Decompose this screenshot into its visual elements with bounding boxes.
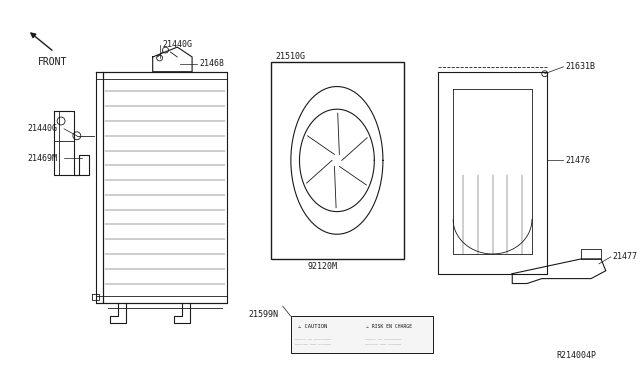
Text: 21440G: 21440G — [163, 40, 193, 49]
Text: 21468: 21468 — [199, 60, 224, 68]
Text: 21476: 21476 — [566, 156, 591, 165]
Text: _____ __ ________
______ ___ ______: _____ __ ________ ______ ___ ______ — [365, 336, 401, 344]
Bar — [271, 62, 404, 259]
Text: 21477: 21477 — [612, 253, 637, 262]
Text: _____ __ ________
______ ___ ______: _____ __ ________ ______ ___ ______ — [294, 336, 331, 344]
Text: R214004P: R214004P — [557, 351, 596, 360]
Text: 21440G: 21440G — [28, 124, 58, 134]
Text: 92120M: 92120M — [307, 262, 337, 271]
Text: ⚠ CAUTION: ⚠ CAUTION — [298, 324, 328, 329]
Text: FRONT: FRONT — [37, 57, 67, 67]
Text: 21510G: 21510G — [276, 52, 306, 61]
Text: 21631B: 21631B — [566, 62, 595, 71]
Text: ⚠ RISK EN CHARGE: ⚠ RISK EN CHARGE — [367, 324, 412, 329]
Text: 21599N: 21599N — [248, 310, 278, 318]
Bar — [291, 316, 433, 353]
Text: 21469M: 21469M — [28, 154, 58, 163]
